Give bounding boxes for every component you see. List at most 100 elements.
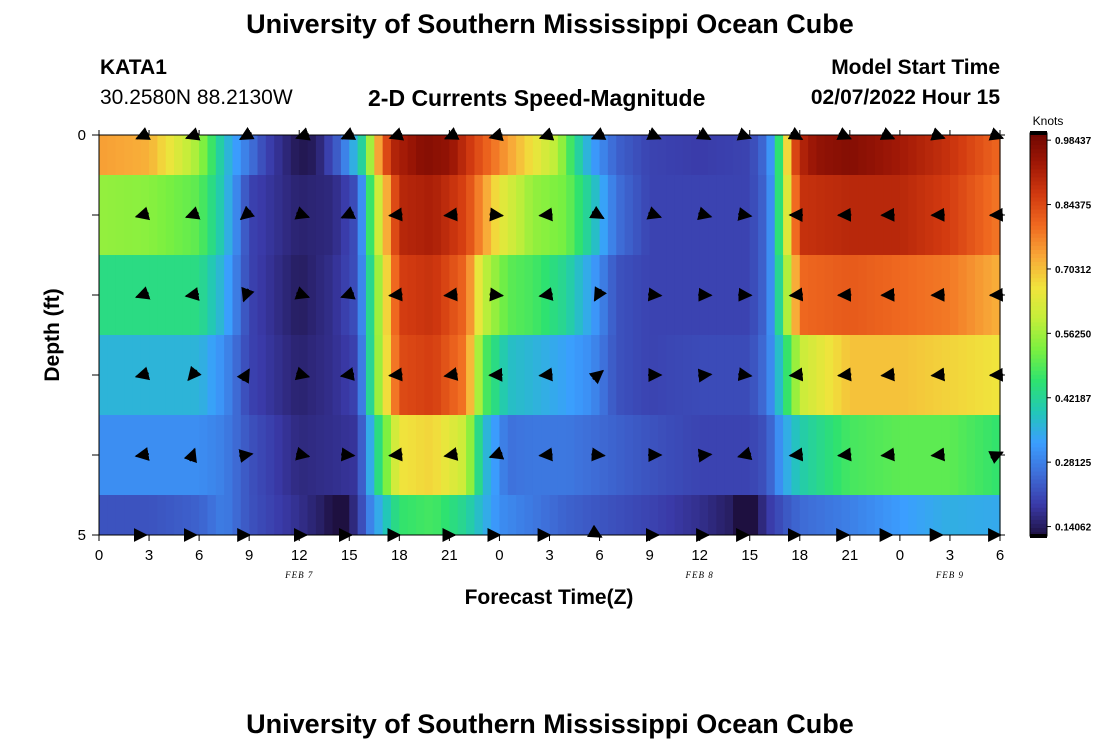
heatmap-cell xyxy=(416,135,425,175)
heatmap-cell xyxy=(315,175,325,255)
heatmap-cell xyxy=(574,415,584,495)
heatmap-cell xyxy=(632,495,642,535)
heatmap-cell xyxy=(708,175,717,255)
current-vector-arrow xyxy=(538,447,553,462)
heatmap-cell xyxy=(149,255,158,335)
heatmap-cell xyxy=(199,415,209,495)
heatmap-cell xyxy=(958,255,968,335)
colorbar-segment xyxy=(1030,314,1047,319)
heatmap-cell xyxy=(758,335,767,415)
heatmap-cell xyxy=(908,255,918,335)
heatmap-cell xyxy=(591,495,601,535)
heatmap-cell xyxy=(457,335,467,415)
heatmap-cell xyxy=(799,335,809,415)
current-vector-arrow xyxy=(295,446,311,461)
heatmap-cell xyxy=(107,495,117,535)
current-vector-arrow xyxy=(593,286,607,302)
heatmap-cell xyxy=(165,255,175,335)
heatmap-cell xyxy=(399,335,409,415)
heatmap-cell xyxy=(457,175,467,255)
heatmap-cell xyxy=(224,175,234,255)
heatmap-cell xyxy=(891,135,901,175)
heatmap-cell xyxy=(399,415,409,495)
heatmap-cell xyxy=(666,255,676,335)
x-tick-label: 12 xyxy=(691,547,708,564)
heatmap-cell xyxy=(516,255,526,335)
heatmap-cell xyxy=(432,255,442,335)
colorbar-tick-label: 0.28125 xyxy=(1055,458,1092,469)
colorbar-segment xyxy=(1030,237,1047,243)
heatmap-cell xyxy=(357,255,367,335)
current-vector-arrow xyxy=(239,205,256,221)
colorbar-tick-label: 0.56250 xyxy=(1055,329,1092,340)
heatmap-cell xyxy=(282,495,292,535)
heatmap-cell xyxy=(224,255,234,335)
colorbar-segment xyxy=(1030,378,1047,384)
colorbar-segment xyxy=(1030,423,1047,428)
current-vector-arrow xyxy=(134,286,151,300)
heatmap-cell xyxy=(307,415,317,495)
current-vector-arrow xyxy=(339,367,355,381)
heatmap-cell xyxy=(582,255,592,335)
heatmap-cell xyxy=(532,135,542,175)
heatmap-cell xyxy=(449,135,459,175)
heatmap-cell xyxy=(507,255,517,335)
heatmap-cell xyxy=(574,175,584,255)
heatmap-cell xyxy=(507,415,517,495)
current-vector-arrow xyxy=(837,447,852,462)
heatmap-cell xyxy=(557,495,567,535)
heatmap-cell xyxy=(908,335,918,415)
colorbar-segment xyxy=(1030,157,1047,162)
colorbar-segment xyxy=(1030,197,1047,203)
current-vector-arrow xyxy=(588,369,604,385)
heatmap-cell xyxy=(466,135,476,175)
heatmap-cell xyxy=(466,335,476,415)
colorbar-segment xyxy=(1030,233,1047,239)
heatmap-cell xyxy=(315,495,325,535)
heatmap-cell xyxy=(224,335,234,415)
heatmap-cell xyxy=(532,255,542,335)
heatmap-cell xyxy=(274,335,284,415)
colorbar-tick-label: 0.42187 xyxy=(1055,394,1092,405)
heatmap-cell xyxy=(382,335,392,415)
current-vector-arrow xyxy=(538,207,553,222)
heatmap-cell xyxy=(265,255,275,335)
current-vector-arrow xyxy=(134,366,151,381)
heatmap-cell xyxy=(424,135,434,175)
heatmap-cell xyxy=(441,495,450,535)
heatmap-cell xyxy=(824,415,834,495)
heatmap-cell xyxy=(182,495,192,535)
colorbar-segment xyxy=(1030,241,1047,247)
heatmap-cell xyxy=(332,495,342,535)
heatmap-cell xyxy=(282,255,292,335)
x-tick-label: 12 xyxy=(291,547,308,564)
heatmap-cell xyxy=(149,495,158,535)
current-vector-arrow xyxy=(443,367,459,381)
heatmap-cell xyxy=(749,135,759,175)
date-label: FEB 9 xyxy=(935,570,964,580)
heatmap-cell xyxy=(307,495,317,535)
heatmap-cell xyxy=(182,335,192,415)
heatmap-cell xyxy=(474,415,484,495)
heatmap-cell xyxy=(816,495,826,535)
x-tick-label: 6 xyxy=(195,547,203,564)
colorbar-segment xyxy=(1030,350,1047,356)
heatmap-cell xyxy=(749,415,759,495)
colorbar-tick-label: 0.84375 xyxy=(1055,201,1092,212)
heatmap-cell xyxy=(783,495,793,535)
heatmap-cell xyxy=(816,175,826,255)
heatmap-cell xyxy=(716,335,726,415)
heatmap-cell xyxy=(157,135,167,175)
heatmap-cell xyxy=(224,135,234,175)
heatmap-cell xyxy=(582,175,592,255)
colorbar-segment xyxy=(1030,447,1047,452)
heatmap-cell xyxy=(657,175,667,255)
heatmap-cell xyxy=(232,415,242,495)
heatmap-cell xyxy=(432,495,442,535)
heatmap-cell xyxy=(557,135,567,175)
heatmap-cell xyxy=(416,255,425,335)
heatmap-cell xyxy=(866,415,876,495)
colorbar-segment xyxy=(1030,209,1047,215)
colorbar-segment xyxy=(1030,459,1047,465)
heatmap-cell xyxy=(507,175,517,255)
